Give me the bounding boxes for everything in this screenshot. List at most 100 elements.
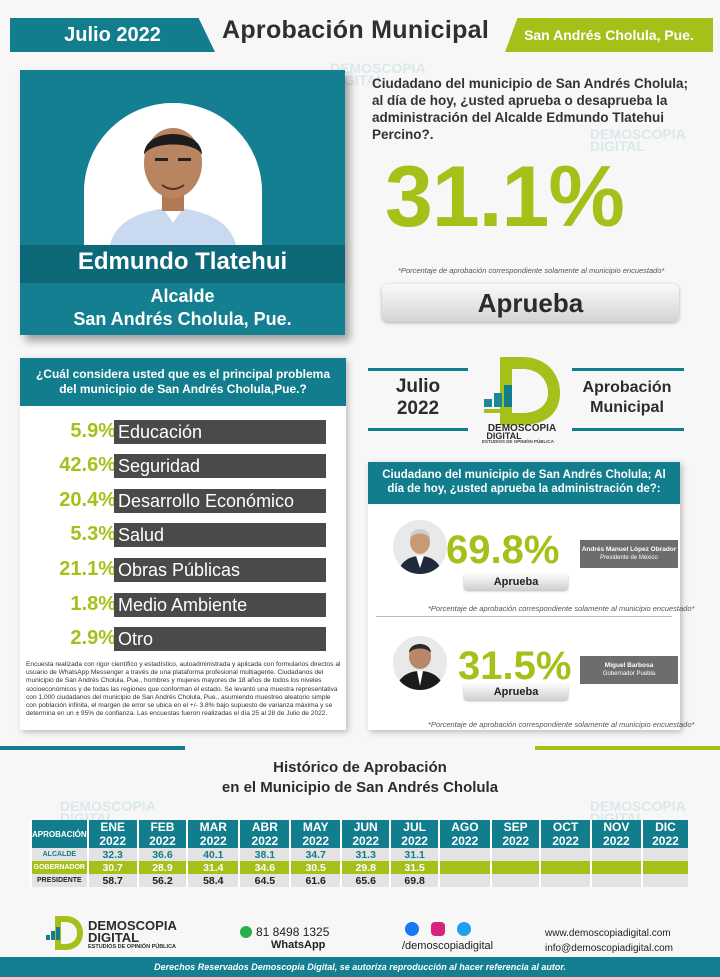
website-link[interactable]: www.demoscopiadigital.com xyxy=(545,928,671,939)
twitter-icon[interactable] xyxy=(457,922,471,936)
problem-pct: 5.9% xyxy=(70,420,116,442)
social-handle[interactable]: /demoscopiadigital xyxy=(402,940,494,952)
problem-pct: 20.4% xyxy=(59,489,116,511)
social-icons xyxy=(405,922,471,936)
header-location-tag: San Andrés Cholula, Pue. xyxy=(505,18,713,52)
problem-pct: 21.1% xyxy=(59,558,116,580)
history-month-header: MAY 2022 xyxy=(289,820,341,848)
main-approval-value: 31.1% xyxy=(385,149,625,245)
history-cell xyxy=(539,861,591,874)
divider xyxy=(368,428,468,431)
center-month-name: Julio xyxy=(395,376,441,397)
mayor-municipality: San Andrés Cholula, Pue. xyxy=(73,309,292,329)
history-cell: 30.5 xyxy=(289,861,341,874)
methodology-text: Encuesta realizada con rigor científico … xyxy=(26,661,341,718)
footer-phone[interactable]: 81 8498 1325 xyxy=(240,925,329,939)
history-month-header: DIC 2022 xyxy=(640,820,688,848)
problems-question: ¿Cuál considera usted que es el principa… xyxy=(20,358,346,406)
history-row-label: ALCALDE xyxy=(30,848,88,861)
phone-number: 81 8498 1325 xyxy=(256,925,330,939)
governor-note: *Porcentaje de aprobación correspondient… xyxy=(428,720,695,729)
email-link[interactable]: info@demoscopiadigital.com xyxy=(545,943,673,954)
divider xyxy=(376,616,672,617)
history-cell: 29.8 xyxy=(339,861,391,874)
president-position: Presidente de México xyxy=(600,555,658,561)
instagram-icon[interactable] xyxy=(431,922,445,936)
history-cell xyxy=(489,874,541,887)
history-month-header: OCT 2022 xyxy=(539,820,591,848)
history-cell xyxy=(589,848,642,861)
history-month-header: JUN 2022 xyxy=(339,820,391,848)
header-title: Aprobación Municipal xyxy=(222,16,490,44)
main-approval-label: Aprueba xyxy=(382,284,679,322)
problem-pct: 2.9% xyxy=(70,627,116,649)
history-month-header: SEP 2022 xyxy=(489,820,541,848)
history-cell xyxy=(640,848,688,861)
footer-contact: www.demoscopiadigital.com info@demoscopi… xyxy=(545,926,673,956)
history-month-header: ABR 2022 xyxy=(238,820,291,848)
logo-brand-top: DEMOSCOPIA xyxy=(488,423,556,434)
problem-label: Educación xyxy=(114,420,326,444)
president-approval-label: Aprueba xyxy=(464,574,568,590)
history-cell xyxy=(589,874,642,887)
governor-name-card: Miguel Barbosa Gobernador Puebla xyxy=(580,656,678,684)
history-cell xyxy=(489,861,541,874)
history-cell: 30.7 xyxy=(86,861,138,874)
history-title-line1: Histórico de Aprobación xyxy=(273,759,447,776)
president-name-card: Andrés Manuel López Obrador Presidente d… xyxy=(580,540,678,568)
problem-row: 2.9% Otro xyxy=(20,627,346,653)
problem-label: Desarrollo Económico xyxy=(114,489,326,513)
history-cell xyxy=(539,848,591,861)
history-cell xyxy=(640,874,688,887)
history-cell: 34.7 xyxy=(289,848,341,861)
history-cell: 34.6 xyxy=(238,861,291,874)
problem-pct: 5.3% xyxy=(70,523,116,545)
history-header-row: APROBACIÓN ENE 2022 FEB 2022 MAR 2022 AB… xyxy=(30,820,688,848)
footer-brand: DEMOSCOPIA DIGITAL xyxy=(88,918,177,944)
president-note: *Porcentaje de aprobación correspondient… xyxy=(428,604,695,613)
history-cell: 64.5 xyxy=(238,874,291,887)
mayor-name: Edmundo Tlatehui xyxy=(77,248,288,275)
divider xyxy=(535,746,720,750)
history-corner-header: APROBACIÓN xyxy=(30,820,88,848)
history-cell: 38.1 xyxy=(238,848,291,861)
problem-row: 5.9% Educación xyxy=(20,420,346,446)
history-cell xyxy=(640,861,688,874)
history-cell: 31.3 xyxy=(339,848,391,861)
governor-position: Gobernador Puebla xyxy=(602,671,656,677)
history-month-header: MAR 2022 xyxy=(186,820,240,848)
problem-row: 5.3% Salud xyxy=(20,523,346,549)
history-cell: 31.5 xyxy=(389,861,439,874)
problem-row: 42.6% Seguridad xyxy=(20,454,346,480)
problem-pct: 42.6% xyxy=(59,454,116,476)
problem-label: Salud xyxy=(114,523,326,547)
mayor-role: Alcalde xyxy=(150,286,215,306)
main-question: Ciudadano del municipio de San Andrés Ch… xyxy=(372,76,689,142)
whatsapp-label: WhatsApp xyxy=(271,939,326,951)
problem-row: 20.4% Desarrollo Económico xyxy=(20,489,346,515)
history-cell: 31.1 xyxy=(389,848,439,861)
approval-question: Ciudadano del municipio de San Andrés Ch… xyxy=(368,462,680,504)
logo-tagline: ESTUDIOS DE OPINIÓN PÚBLICA xyxy=(482,439,555,444)
governor-photo xyxy=(393,636,447,690)
divider xyxy=(572,368,684,371)
center-title-line2: Municipal xyxy=(590,399,664,416)
mayor-photo xyxy=(84,103,262,249)
history-cell xyxy=(589,861,642,874)
history-cell: 36.6 xyxy=(136,848,188,861)
history-title-line2: en el Municipio de San Andrés Cholula xyxy=(221,779,499,796)
history-cell xyxy=(437,861,491,874)
footer-logo-icon xyxy=(45,915,85,951)
footer-brand-top: DEMOSCOPIA xyxy=(88,918,177,933)
history-row-gobernador: GOBERNADOR 30.7 28.9 31.4 34.6 30.5 29.8… xyxy=(30,861,688,874)
history-cell: 31.4 xyxy=(186,861,240,874)
name-band xyxy=(20,245,345,283)
president-approval-value: 69.8% xyxy=(446,528,560,572)
facebook-icon[interactable] xyxy=(405,922,419,936)
president-photo xyxy=(393,520,447,574)
main-approval-note: *Porcentaje de aprobación correspondient… xyxy=(398,266,665,275)
problem-label: Medio Ambiente xyxy=(114,593,326,617)
history-row-label: GOBERNADOR xyxy=(30,861,88,874)
logo-brand-bottom: DIGITAL xyxy=(486,431,522,441)
center-title-line1: Aprobación xyxy=(582,379,672,396)
